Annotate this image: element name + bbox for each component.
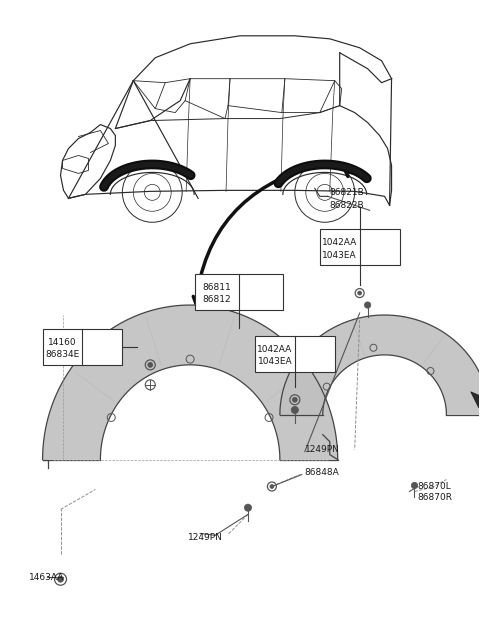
Text: 1249PN: 1249PN — [188, 533, 223, 542]
Text: 1249PN: 1249PN — [305, 445, 340, 454]
Text: 1042AA: 1042AA — [257, 345, 292, 354]
Text: 1043EA: 1043EA — [323, 251, 357, 259]
Circle shape — [244, 504, 252, 511]
Text: 86870L: 86870L — [418, 482, 451, 491]
Text: 86870R: 86870R — [418, 493, 453, 502]
Circle shape — [358, 291, 361, 295]
Bar — [43, 329, 122, 365]
Circle shape — [270, 485, 274, 488]
Circle shape — [364, 302, 371, 308]
Text: 1463AA: 1463AA — [29, 573, 64, 582]
Polygon shape — [280, 315, 480, 415]
Text: 86812: 86812 — [203, 295, 231, 305]
Bar — [195, 274, 283, 310]
Circle shape — [58, 576, 63, 582]
Text: 86848A: 86848A — [305, 468, 339, 477]
Text: 86834E: 86834E — [46, 350, 80, 359]
Polygon shape — [471, 392, 480, 408]
Text: 1042AA: 1042AA — [322, 239, 357, 247]
Circle shape — [411, 482, 418, 488]
Circle shape — [292, 398, 297, 402]
Bar — [320, 229, 399, 265]
Circle shape — [291, 406, 299, 413]
Text: 1043EA: 1043EA — [258, 357, 292, 366]
Circle shape — [148, 362, 153, 367]
Text: 86821B: 86821B — [330, 188, 364, 197]
Text: 86822B: 86822B — [330, 201, 364, 210]
Polygon shape — [43, 305, 338, 459]
Text: 86811: 86811 — [203, 283, 231, 292]
Bar — [255, 336, 335, 372]
Text: 14160: 14160 — [48, 338, 77, 347]
